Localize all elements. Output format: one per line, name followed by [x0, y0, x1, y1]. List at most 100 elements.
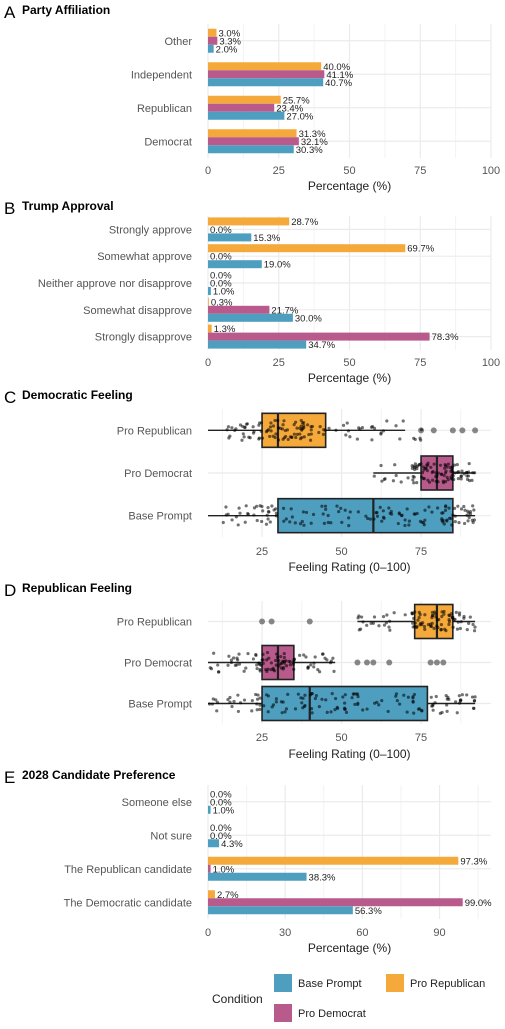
jitter-point	[365, 624, 368, 627]
jitter-point	[440, 512, 443, 515]
jitter-point	[466, 628, 469, 631]
jitter-point	[433, 627, 436, 630]
jitter-point	[437, 471, 440, 474]
category-label: Pro Democrat	[124, 468, 192, 480]
jitter-point	[458, 611, 461, 614]
jitter-point	[305, 511, 308, 514]
jitter-point	[458, 694, 461, 697]
jitter-point	[414, 621, 417, 624]
jitter-point	[385, 419, 388, 422]
jitter-point	[324, 505, 327, 508]
x-axis-title: Feeling Rating (0–100)	[288, 560, 410, 574]
jitter-point	[317, 431, 320, 434]
jitter-point	[418, 437, 421, 440]
jitter-point	[473, 699, 476, 702]
jitter-point	[285, 707, 288, 710]
jitter-point	[277, 426, 280, 429]
jitter-point	[281, 423, 284, 426]
jitter-point	[460, 477, 463, 480]
jitter-point	[440, 711, 443, 714]
jitter-point	[412, 617, 415, 620]
jitter-point	[283, 656, 286, 659]
jitter-point	[457, 470, 460, 473]
jitter-point	[436, 626, 439, 629]
bar-value-label: 78.3%	[432, 332, 459, 343]
jitter-point	[302, 524, 305, 527]
jitter-point	[411, 478, 414, 481]
jitter-point	[236, 658, 239, 661]
jitter-point	[324, 698, 327, 701]
jitter-point	[423, 625, 426, 628]
jitter-point	[452, 626, 455, 629]
jitter-point	[321, 652, 324, 655]
jitter-point	[387, 506, 390, 509]
jitter-point	[299, 437, 302, 440]
jitter-point	[259, 504, 262, 507]
jitter-point	[356, 437, 359, 440]
jitter-point	[224, 505, 227, 508]
jitter-point	[452, 474, 455, 477]
jitter-point	[454, 515, 457, 518]
jitter-point	[268, 435, 271, 438]
jitter-point	[320, 505, 323, 508]
jitter-point	[411, 696, 414, 699]
jitter-point	[473, 629, 476, 632]
jitter-point	[465, 693, 468, 696]
jitter-point	[274, 436, 277, 439]
outlier-point	[440, 660, 446, 666]
jitter-point	[398, 511, 401, 514]
outlier-point	[450, 427, 456, 433]
jitter-point	[344, 509, 347, 512]
jitter-point	[281, 711, 284, 714]
jitter-point	[416, 619, 419, 622]
jitter-point	[275, 697, 278, 700]
jitter-point	[282, 507, 285, 510]
jitter-point	[356, 702, 359, 705]
jitter-point	[309, 439, 312, 442]
bar	[208, 857, 458, 865]
jitter-point	[433, 701, 436, 704]
bar-value-label: 1.0%	[213, 805, 235, 816]
jitter-point	[392, 479, 395, 482]
jitter-point	[453, 507, 456, 510]
jitter-point	[357, 616, 360, 619]
jitter-point	[447, 618, 450, 621]
jitter-point	[299, 522, 302, 525]
jitter-point	[230, 705, 233, 708]
bar	[208, 906, 353, 914]
jitter-point	[406, 710, 409, 713]
jitter-point	[269, 520, 272, 523]
jitter-point	[407, 523, 410, 526]
jitter-point	[444, 470, 447, 473]
jitter-point	[346, 421, 349, 424]
jitter-point	[246, 422, 249, 425]
jitter-point	[341, 695, 344, 698]
jitter-point	[459, 699, 462, 702]
jitter-point	[420, 623, 423, 626]
jitter-point	[262, 704, 265, 707]
jitter-point	[261, 509, 264, 512]
jitter-point	[259, 669, 262, 672]
bar	[208, 839, 219, 847]
jitter-point	[265, 523, 268, 526]
x-tick-label: 25	[273, 357, 285, 369]
jitter-point	[297, 693, 300, 696]
jitter-point	[422, 521, 425, 524]
jitter-point	[373, 615, 376, 618]
jitter-point	[466, 478, 469, 481]
jitter-point	[291, 515, 294, 518]
jitter-point	[314, 697, 317, 700]
jitter-point	[222, 521, 225, 524]
jitter-point	[272, 668, 275, 671]
jitter-point	[324, 429, 327, 432]
jitter-point	[275, 652, 278, 655]
bar	[208, 96, 281, 104]
jitter-point	[471, 519, 474, 522]
jitter-point	[385, 613, 388, 616]
jitter-point	[331, 692, 334, 695]
jitter-point	[306, 423, 309, 426]
jitter-point	[323, 522, 326, 525]
x-tick-label: 0	[205, 357, 211, 369]
jitter-point	[255, 667, 258, 670]
